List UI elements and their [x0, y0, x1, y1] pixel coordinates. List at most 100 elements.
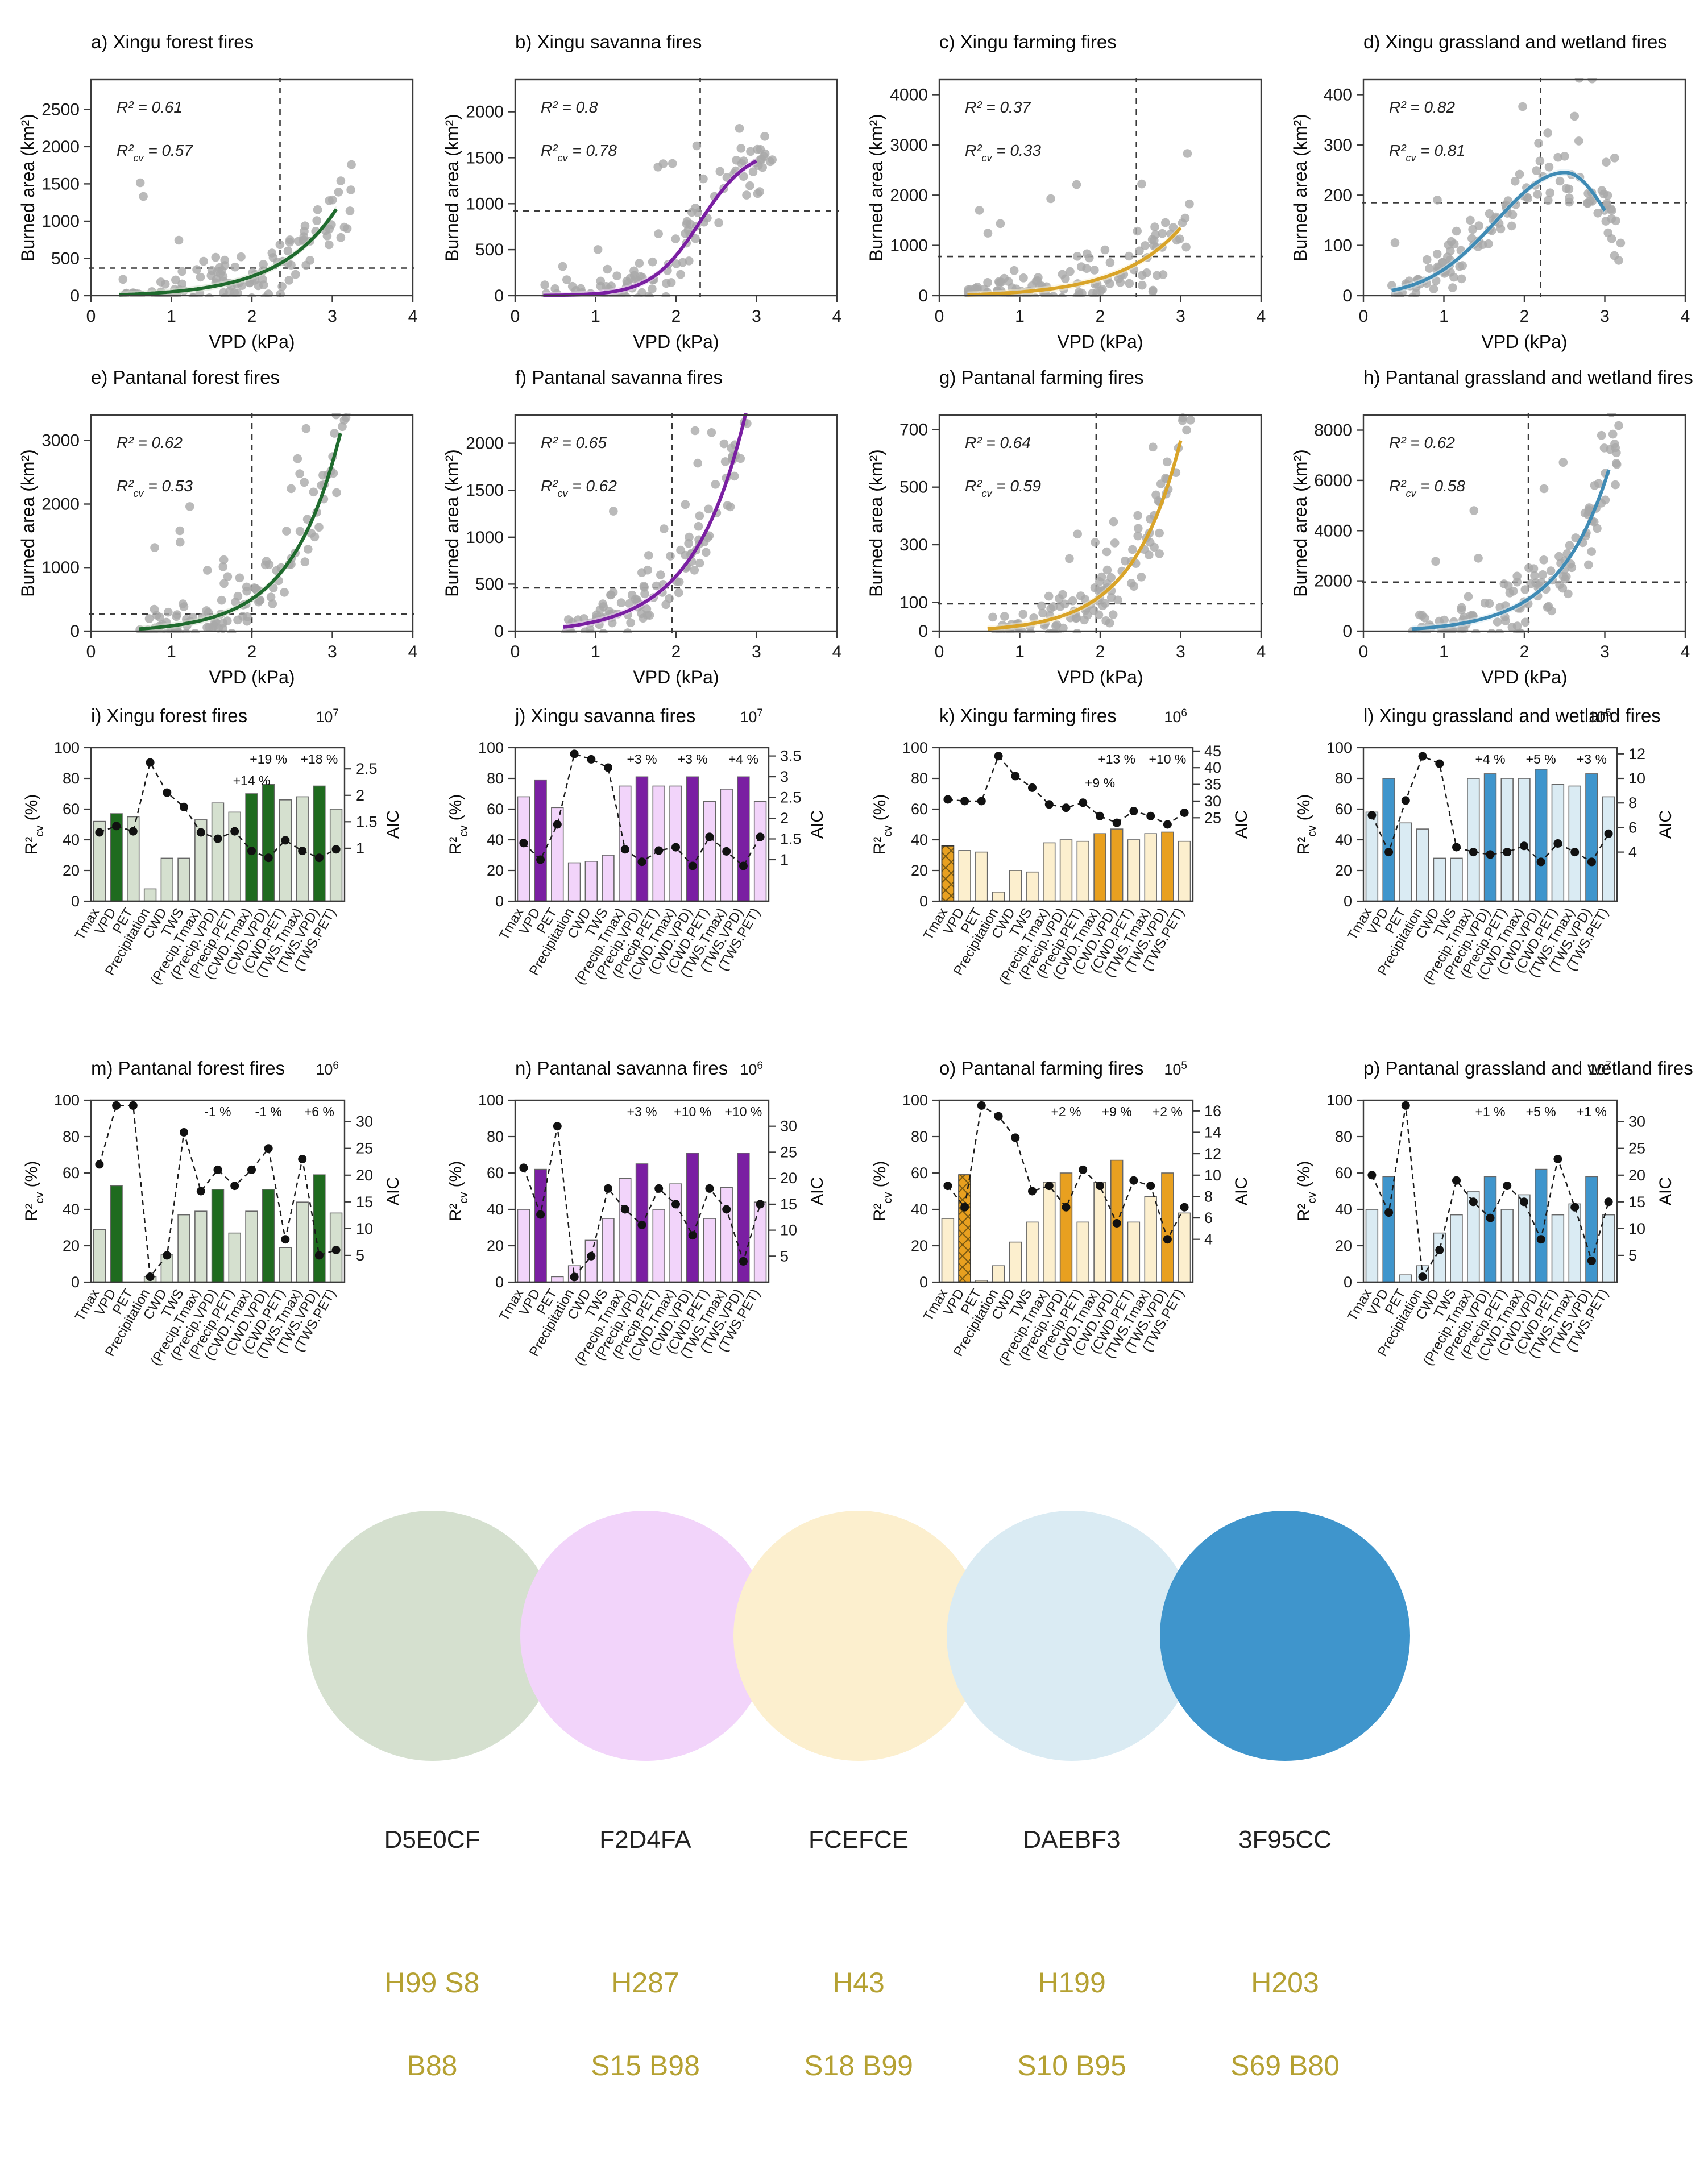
svg-text:30: 30 — [1204, 793, 1221, 810]
svg-text:H287: H287 — [611, 1967, 679, 1999]
svg-text:H43: H43 — [832, 1967, 885, 1999]
svg-text:8: 8 — [1204, 1188, 1213, 1205]
svg-text:3: 3 — [752, 642, 761, 661]
svg-text:6: 6 — [1628, 819, 1637, 836]
svg-text:+9 %: +9 % — [1102, 1104, 1132, 1119]
svg-text:0: 0 — [70, 287, 80, 305]
svg-text:20: 20 — [63, 862, 80, 879]
svg-text:40: 40 — [63, 831, 80, 848]
svg-text:25: 25 — [780, 1143, 797, 1160]
svg-text:+2 %: +2 % — [1051, 1104, 1081, 1119]
svg-text:300: 300 — [899, 536, 928, 554]
svg-text:e) Pantanal forest fires: e) Pantanal forest fires — [91, 367, 280, 388]
svg-text:3000: 3000 — [890, 136, 928, 155]
svg-text:40: 40 — [911, 831, 928, 848]
svg-text:12: 12 — [1204, 1145, 1221, 1162]
svg-text:15: 15 — [780, 1196, 797, 1213]
svg-text:+3 %: +3 % — [1577, 752, 1607, 766]
svg-text:2: 2 — [1520, 307, 1529, 326]
svg-text:80: 80 — [1335, 1128, 1352, 1145]
svg-text:+10 %: +10 % — [674, 1104, 711, 1119]
svg-text:100: 100 — [902, 1092, 928, 1109]
svg-text:200: 200 — [1324, 186, 1352, 205]
svg-text:3000: 3000 — [42, 432, 80, 450]
svg-text:40: 40 — [1335, 1201, 1352, 1218]
svg-text:10: 10 — [1628, 770, 1645, 787]
svg-text:R² = 0.64: R² = 0.64 — [965, 434, 1031, 451]
svg-text:20: 20 — [1335, 862, 1352, 879]
svg-text:20: 20 — [356, 1167, 373, 1184]
svg-text:H99 S8: H99 S8 — [385, 1967, 480, 1999]
svg-text:4: 4 — [1628, 844, 1637, 861]
svg-text:40: 40 — [1335, 831, 1352, 848]
svg-text:2000: 2000 — [466, 434, 504, 453]
svg-text:2.5: 2.5 — [780, 789, 802, 806]
svg-text:4: 4 — [1257, 642, 1266, 661]
svg-text:+13 %: +13 % — [1098, 752, 1135, 766]
svg-text:1: 1 — [591, 307, 600, 326]
svg-text:100: 100 — [54, 739, 80, 756]
svg-text:2000: 2000 — [42, 138, 80, 156]
svg-text:14: 14 — [1204, 1124, 1221, 1141]
svg-text:S10 B95: S10 B95 — [1017, 2050, 1126, 2082]
svg-text:60: 60 — [1335, 1164, 1352, 1182]
svg-text:1000: 1000 — [466, 528, 504, 547]
svg-text:1: 1 — [1439, 307, 1449, 326]
svg-text:VPD (kPa): VPD (kPa) — [1481, 667, 1567, 687]
svg-text:b) Xingu savanna fires: b) Xingu savanna fires — [515, 31, 702, 52]
svg-text:AIC: AIC — [808, 1177, 827, 1205]
svg-text:F2D4FA: F2D4FA — [599, 1826, 691, 1854]
svg-text:20: 20 — [780, 1170, 797, 1187]
svg-text:40: 40 — [63, 1201, 80, 1218]
svg-text:2000: 2000 — [890, 186, 928, 205]
svg-text:VPD (kPa): VPD (kPa) — [1057, 667, 1143, 687]
svg-text:+3 %: +3 % — [627, 1104, 657, 1119]
svg-text:2: 2 — [1096, 307, 1105, 326]
svg-text:AIC: AIC — [384, 1177, 403, 1205]
svg-text:6: 6 — [1204, 1209, 1213, 1226]
svg-text:2: 2 — [671, 642, 681, 661]
svg-text:0: 0 — [918, 287, 928, 305]
svg-text:+6 %: +6 % — [304, 1104, 334, 1119]
svg-text:VPD (kPa): VPD (kPa) — [209, 331, 295, 352]
svg-text:3.5: 3.5 — [780, 748, 802, 765]
svg-text:2000: 2000 — [1314, 572, 1352, 591]
svg-text:0: 0 — [918, 622, 928, 641]
svg-text:+10 %: +10 % — [724, 1104, 762, 1119]
svg-text:Burned area (km²): Burned area (km²) — [1290, 449, 1311, 597]
svg-text:80: 80 — [911, 1128, 928, 1145]
svg-text:2: 2 — [356, 787, 364, 804]
svg-text:Burned area (km²): Burned area (km²) — [866, 114, 886, 262]
svg-text:0: 0 — [71, 1274, 80, 1291]
svg-text:60: 60 — [911, 801, 928, 818]
svg-text:500: 500 — [475, 241, 504, 259]
svg-text:AIC: AIC — [808, 810, 827, 839]
svg-text:20: 20 — [911, 1237, 928, 1254]
svg-text:DAEBF3: DAEBF3 — [1023, 1826, 1120, 1854]
svg-text:3: 3 — [752, 307, 761, 326]
svg-text:20: 20 — [1628, 1167, 1645, 1184]
svg-text:0: 0 — [494, 622, 504, 641]
svg-text:0: 0 — [511, 642, 520, 661]
svg-text:4: 4 — [1204, 1231, 1213, 1248]
svg-text:60: 60 — [911, 1164, 928, 1182]
svg-text:+3 %: +3 % — [627, 752, 657, 766]
svg-text:40: 40 — [487, 831, 504, 848]
svg-text:VPD (kPa): VPD (kPa) — [633, 667, 719, 687]
svg-text:0: 0 — [511, 307, 520, 326]
svg-text:+9 %: +9 % — [1085, 776, 1115, 790]
svg-text:60: 60 — [1335, 801, 1352, 818]
svg-text:1000: 1000 — [466, 194, 504, 213]
svg-text:AIC: AIC — [1656, 1177, 1675, 1205]
svg-text:2: 2 — [671, 307, 681, 326]
svg-text:+1 %: +1 % — [1577, 1104, 1607, 1119]
svg-text:R² = 0.62: R² = 0.62 — [117, 434, 183, 451]
svg-text:100: 100 — [54, 1092, 80, 1109]
svg-text:8000: 8000 — [1314, 421, 1352, 440]
svg-text:+3 %: +3 % — [678, 752, 708, 766]
svg-text:0: 0 — [1359, 642, 1369, 661]
svg-text:j) Xingu savanna fires: j) Xingu savanna fires — [515, 705, 695, 726]
svg-text:VPD (kPa): VPD (kPa) — [1057, 331, 1143, 352]
svg-text:8: 8 — [1628, 794, 1637, 811]
svg-text:2000: 2000 — [466, 103, 504, 122]
